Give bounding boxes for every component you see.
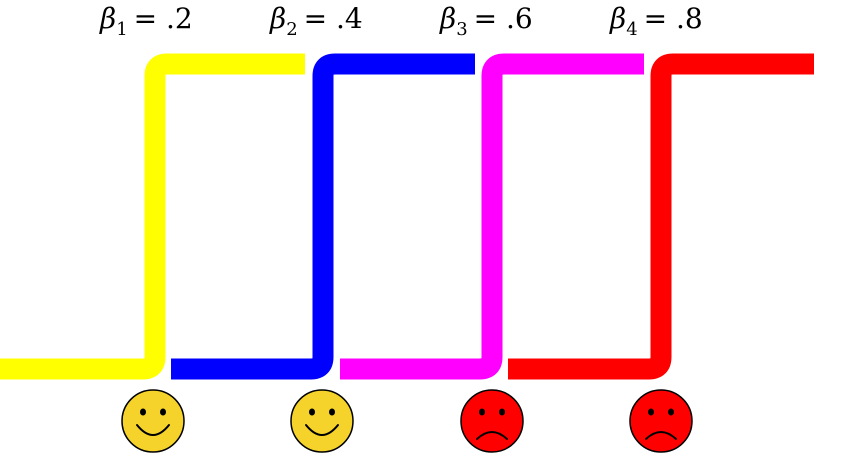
beta-subscript: 1 [116,19,127,40]
beta-value: = .6 [474,2,533,35]
step-line-1 [0,53,305,380]
step-line-4 [508,53,814,380]
beta-subscript: 2 [286,19,297,40]
sad-face-icon [460,389,524,453]
face-eye-right [499,408,505,416]
face-mouth [476,431,508,440]
beta-label-1: β1 = .2 [99,2,193,40]
face-eye-right [160,408,166,416]
labels-layer: β1 = .2 β2 = .4 β3 = .6 β4 = .8 [99,2,703,40]
face-eye-left [479,408,485,416]
happy-face-icon [121,389,185,453]
face-eye-right [668,408,674,416]
face-circle [460,389,524,453]
face-circle [290,389,354,453]
face-circle [629,389,693,453]
face-eye-left [309,408,315,416]
face-circle [121,389,185,453]
beta-label-4: β4 = .8 [609,2,703,40]
beta-value: = .4 [304,2,363,35]
beta-value: = .8 [644,2,703,35]
sad-face-icon [629,389,693,453]
happy-face-icon [290,389,354,453]
beta-subscript: 3 [456,19,467,40]
face-mouth [645,431,677,440]
beta-value: = .2 [134,2,193,35]
beta-subscript: 4 [626,19,637,40]
step-line-2 [171,53,475,380]
beta-symbol: β [269,2,286,35]
beta-symbol: β [609,2,626,35]
step-line-3 [340,53,644,380]
faces-layer [121,389,693,453]
face-eye-left [648,408,654,416]
face-mouth [305,424,339,436]
steps-layer [0,53,814,380]
face-eye-right [329,408,335,416]
beta-symbol: β [439,2,456,35]
beta-symbol: β [99,2,116,35]
face-eye-left [140,408,146,416]
face-mouth [136,424,170,436]
beta-label-2: β2 = .4 [269,2,363,40]
beta-label-3: β3 = .6 [439,2,533,40]
